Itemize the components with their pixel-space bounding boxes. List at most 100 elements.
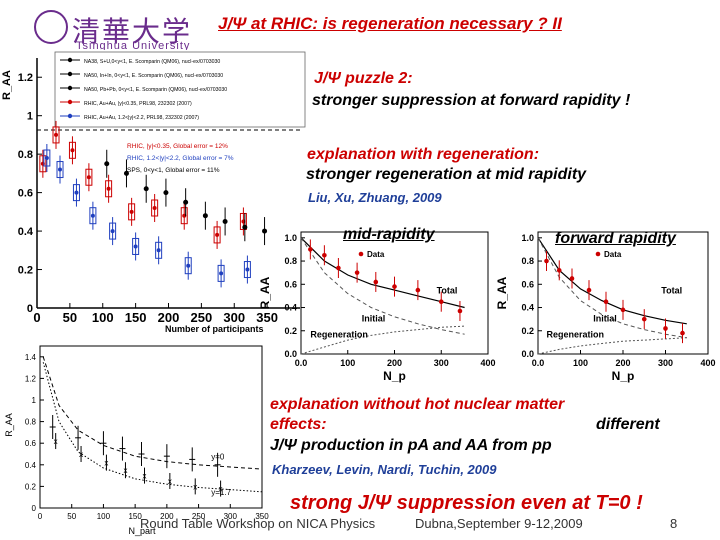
main-note: RHIC, 1.2<|y|<2.2, Global error = 7%	[127, 155, 234, 162]
main-legend-entry: RHIC, Au+Au, |y|<0.35, PRL98, 232302 (20…	[84, 101, 192, 107]
bl-xtick-label: 300	[224, 512, 238, 521]
bl-data-point-fwd: x	[104, 459, 108, 468]
main-syst-box	[56, 161, 64, 179]
main-data-point	[123, 170, 129, 176]
ytick-label: 0.6	[521, 279, 534, 289]
legend-data-marker	[595, 251, 601, 257]
ytick-label: 0.8	[521, 256, 534, 266]
bl-data-point-fwd: x	[79, 450, 83, 459]
main-syst-box	[43, 149, 51, 167]
main-data-point	[44, 156, 49, 160]
footer-workshop: Round Table Workshop on NICA Physics	[140, 516, 376, 531]
regeneration-curve	[300, 325, 465, 355]
main-xtick-label: 150	[125, 310, 147, 325]
forward-rapidity-plot: 0.0 0.2 0.4 0.6 0.8 1.0 0.0 100 200 300 400 R_AA N_p…	[495, 231, 716, 383]
mid-rapidity-title: mid-rapidity	[343, 226, 435, 244]
data-point	[641, 316, 647, 322]
explanation1-heading: explanation with regeneration:	[307, 146, 540, 163]
main-syst-box	[180, 207, 188, 225]
xtick-label: 100	[573, 358, 588, 368]
main-data-point	[219, 271, 224, 276]
bl-data-point-fwd: x	[142, 472, 146, 481]
main-syst-box	[68, 141, 76, 159]
main-data-point	[156, 248, 161, 253]
main-data-point	[242, 224, 248, 230]
bl-ytick-label: 0	[32, 504, 37, 513]
initial-curve	[300, 237, 465, 335]
ytick-label: 0.0	[284, 349, 297, 359]
explanation1-statement: stronger regeneration at mid rapidity	[306, 166, 587, 183]
main-ytick-label: 0.4	[18, 226, 34, 238]
main-raa-plot: 00.20.40.60.811.2 0 50 100 150 200 250 300 350 …	[0, 50, 310, 340]
bl-xtick-label: 200	[160, 512, 174, 521]
main-legend-marker	[67, 85, 73, 91]
bl-label-y17: y=1.7	[211, 488, 231, 497]
main-xtick-label: 0	[33, 310, 40, 325]
bl-ytick-label: 0.2	[25, 482, 37, 491]
total-label: Total	[437, 286, 458, 296]
main-data-point	[110, 229, 115, 234]
data-point	[569, 276, 575, 281]
ytick-label: 1.0	[284, 233, 297, 243]
main-syst-box	[39, 155, 47, 173]
main-data-point	[215, 232, 220, 237]
main-ytick-label: 0	[27, 303, 33, 315]
main-ytick-label: 1.2	[18, 72, 33, 84]
main-syst-box	[128, 203, 136, 221]
ytick-label: 0.4	[284, 303, 297, 313]
forward-rapidity-title: forward rapidity	[555, 230, 676, 248]
university-logo-sub: Tsinghua University	[76, 40, 191, 52]
ytick-label: 0.4	[521, 303, 534, 313]
main-data-point	[86, 175, 91, 180]
main-legend-marker	[67, 71, 73, 77]
regeneration-curve	[537, 337, 687, 355]
explanation2-statement: J/Ψ production in pA and AA from pp	[270, 437, 552, 454]
data-point	[680, 330, 685, 336]
reference-kharzeev: Kharzeev, Levin, Nardi, Tuchin, 2009	[272, 462, 497, 477]
initial-label: Initial	[593, 313, 617, 323]
main-note: RHIC, |y|<0.35, Global error = 12%	[127, 143, 228, 150]
xtick-label: 200	[615, 358, 630, 368]
main-data-point	[104, 161, 110, 167]
mid-rapidity-plot: 0.0 0.2 0.4 0.6 0.8 1.0 0.0 100 200 300 400 R_AA N_p…	[258, 231, 496, 383]
bl-label-y0: y=0	[211, 452, 225, 461]
main-data-point	[90, 213, 95, 218]
bl-xtick-label: 50	[67, 512, 76, 521]
main-xtick-label: 350	[256, 310, 278, 325]
main-xtick-label: 200	[158, 310, 180, 325]
main-legend-entry: NA38, S+U,0<y<1, E. Scomparin (QM06), nu…	[84, 59, 220, 65]
forward-rapidity-title-text: forward rapidity	[555, 230, 676, 247]
university-seal-icon	[34, 10, 68, 44]
main-xtick-label: 300	[223, 310, 245, 325]
bl-plot-frame	[39, 345, 263, 509]
explanation2-heading-2: effects:	[270, 416, 327, 433]
data-point	[336, 265, 341, 271]
bl-ytick-label: 1	[32, 396, 37, 405]
bl-data-point-fwd: x	[123, 466, 127, 475]
bl-data-point-fwd: x	[219, 485, 223, 494]
data-point	[603, 299, 609, 305]
main-data-point	[143, 186, 149, 192]
conclusion-statement: strong J/Ψ suppression even at T=0 !	[290, 492, 643, 514]
slide-title: J/Ψ at RHIC: is regeneration necessary ?…	[218, 14, 562, 33]
data-point	[663, 326, 668, 331]
ytick-label: 0.8	[284, 256, 297, 266]
ytick-label: 0.0	[521, 349, 534, 359]
bl-xtick-label: 100	[97, 512, 111, 521]
bl-xtick-label: 250	[192, 512, 206, 521]
mid-rapidity-title-text: mid-rapidity	[343, 226, 435, 243]
main-xtick-label: 250	[191, 310, 213, 325]
bl-data-point-fwd: x	[193, 482, 197, 491]
main-syst-box	[184, 257, 192, 275]
bl-data-point-fwd: x	[54, 437, 58, 446]
main-data-point	[262, 228, 268, 234]
xtick-label: 0.0	[532, 358, 545, 368]
main-data-point	[129, 209, 134, 214]
main-xtick-label: 100	[92, 310, 114, 325]
ylabel: R_AA	[495, 276, 509, 309]
main-syst-box	[239, 212, 247, 230]
bl-data-point-fwd: x	[168, 477, 172, 486]
main-data-point	[133, 244, 138, 249]
ytick-label: 0.2	[521, 326, 534, 336]
legend-data-label: Data	[604, 250, 622, 259]
